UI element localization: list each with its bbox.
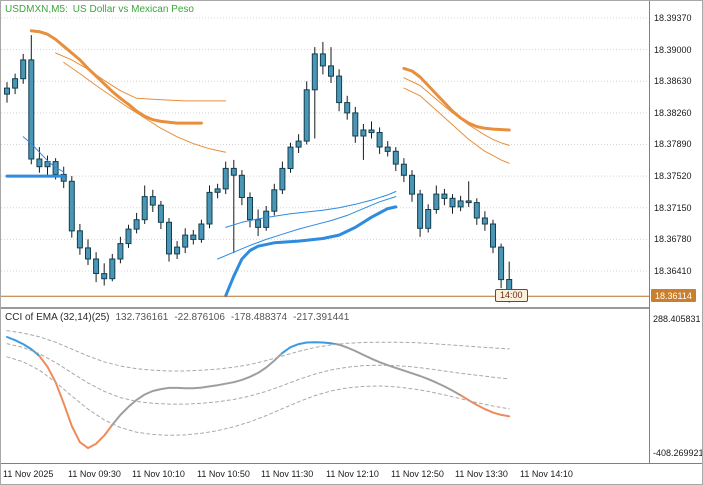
symbol-timeframe-label: USDMXN,M5: xyxy=(5,4,68,15)
candlestick-chart-svg xyxy=(1,17,649,303)
time-tick-label: 11 Nov 12:10 xyxy=(326,469,379,479)
price-tick-label: 18.38260 xyxy=(654,108,692,118)
indicator-value-4: -217.391441 xyxy=(293,312,350,323)
time-axis[interactable]: 11 Nov 2025 11 Nov 09:30 11 Nov 10:10 11 No… xyxy=(1,463,702,484)
current-price-tag: 18.36114 xyxy=(651,289,696,302)
cci-chart-svg xyxy=(6,330,511,450)
time-tick-label: 11 Nov 10:50 xyxy=(197,469,250,479)
indicator-value-1: 132.736161 xyxy=(115,312,169,323)
current-time-flag: 14:00 xyxy=(495,289,528,302)
time-tick-label: 11 Nov 13:30 xyxy=(455,469,508,479)
cci-axis[interactable]: 288.405831 -408.269921 xyxy=(649,309,703,463)
time-tick-label: 11 Nov 09:30 xyxy=(68,469,121,479)
indicator-value-2: -22.876106 xyxy=(174,312,225,323)
indicator-label: CCI of EMA (32,14)(25) 132.736161 -22.8761… xyxy=(5,312,349,323)
cci-axis-max-label: 288.405831 xyxy=(653,314,701,324)
indicator-name: CCI of EMA (32,14)(25) xyxy=(5,312,110,323)
time-tick-label: 11 Nov 10:10 xyxy=(132,469,185,479)
time-tick-label: 11 Nov 2025 xyxy=(3,469,54,479)
price-tick-label: 18.37890 xyxy=(654,139,692,149)
panel-splitter[interactable] xyxy=(1,307,702,309)
price-tick-label: 18.39000 xyxy=(654,45,692,55)
time-tick-label: 11 Nov 14:10 xyxy=(520,469,573,479)
price-tick-label: 18.37150 xyxy=(654,203,692,213)
price-tick-label: 18.36410 xyxy=(654,266,692,276)
price-tick-label: 18.38630 xyxy=(654,76,692,86)
time-tick-label: 11 Nov 11:30 xyxy=(261,469,314,479)
price-axis[interactable]: 18.36114 18.39370 18.39000 18.38630 18.3826… xyxy=(649,1,702,309)
chart-title: USDMXN,M5: US Dollar vs Mexican Peso xyxy=(5,4,194,15)
symbol-description: US Dollar vs Mexican Peso xyxy=(72,4,194,15)
cci-axis-min-label: -408.269921 xyxy=(653,448,703,458)
price-tick-label: 18.39370 xyxy=(654,13,692,23)
indicator-value-3: -178.488374 xyxy=(230,312,288,323)
cci-indicator-panel[interactable]: CCI of EMA (32,14)(25) 132.736161 -22.8761… xyxy=(1,309,649,463)
price-tick-label: 18.37520 xyxy=(654,171,692,181)
main-chart-area[interactable]: USDMXN,M5: US Dollar vs Mexican Peso 14:0… xyxy=(1,1,649,307)
price-tick-label: 18.36780 xyxy=(654,234,692,244)
time-tick-label: 11 Nov 12:50 xyxy=(391,469,444,479)
